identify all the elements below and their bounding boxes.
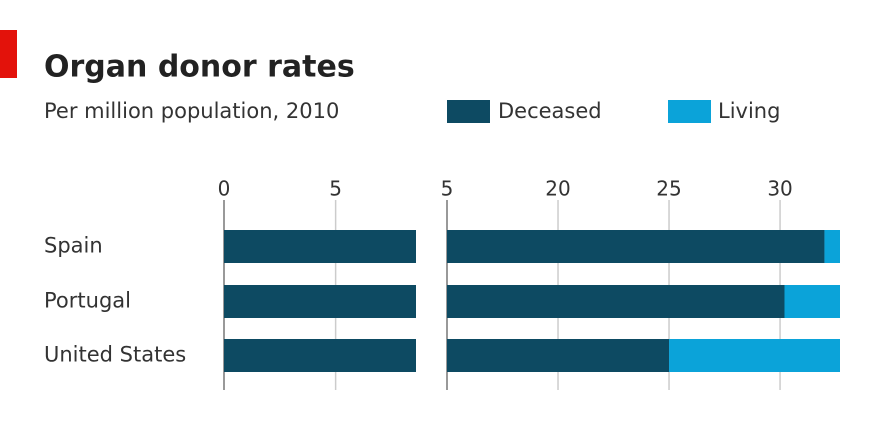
bar-segment [224,230,416,263]
bar-segment [784,285,840,318]
x-tick-label: 0 [218,177,231,201]
chart-subtitle: Per million population, 2010 [44,99,339,123]
legend-label: Living [718,99,780,123]
y-tick-label: United States [44,343,186,367]
bar-segment [447,230,825,263]
legend-swatch [668,100,711,123]
bars [224,230,840,372]
x-tick-label: 5 [329,177,342,201]
x-tick-label: 25 [656,177,681,201]
bar-segment [447,339,670,372]
x-tick-label: 30 [767,177,792,201]
x-tick-label: 5 [441,177,454,201]
x-tick-label: 20 [545,177,570,201]
legend-swatch [447,100,490,123]
bar-segment [824,230,840,263]
bar-segment [224,285,416,318]
bar-segment [447,285,785,318]
y-tick-label: Portugal [44,289,131,313]
y-tick-label: Spain [44,234,103,258]
bar-segment [669,339,840,372]
bar-segment [224,339,416,372]
labels: 0 5 5 20 25 30 Spain Portugal United States [44,177,793,367]
legend-label: Deceased [498,99,602,123]
brand-mark [0,30,17,78]
chart-title: Organ donor rates [44,50,355,85]
